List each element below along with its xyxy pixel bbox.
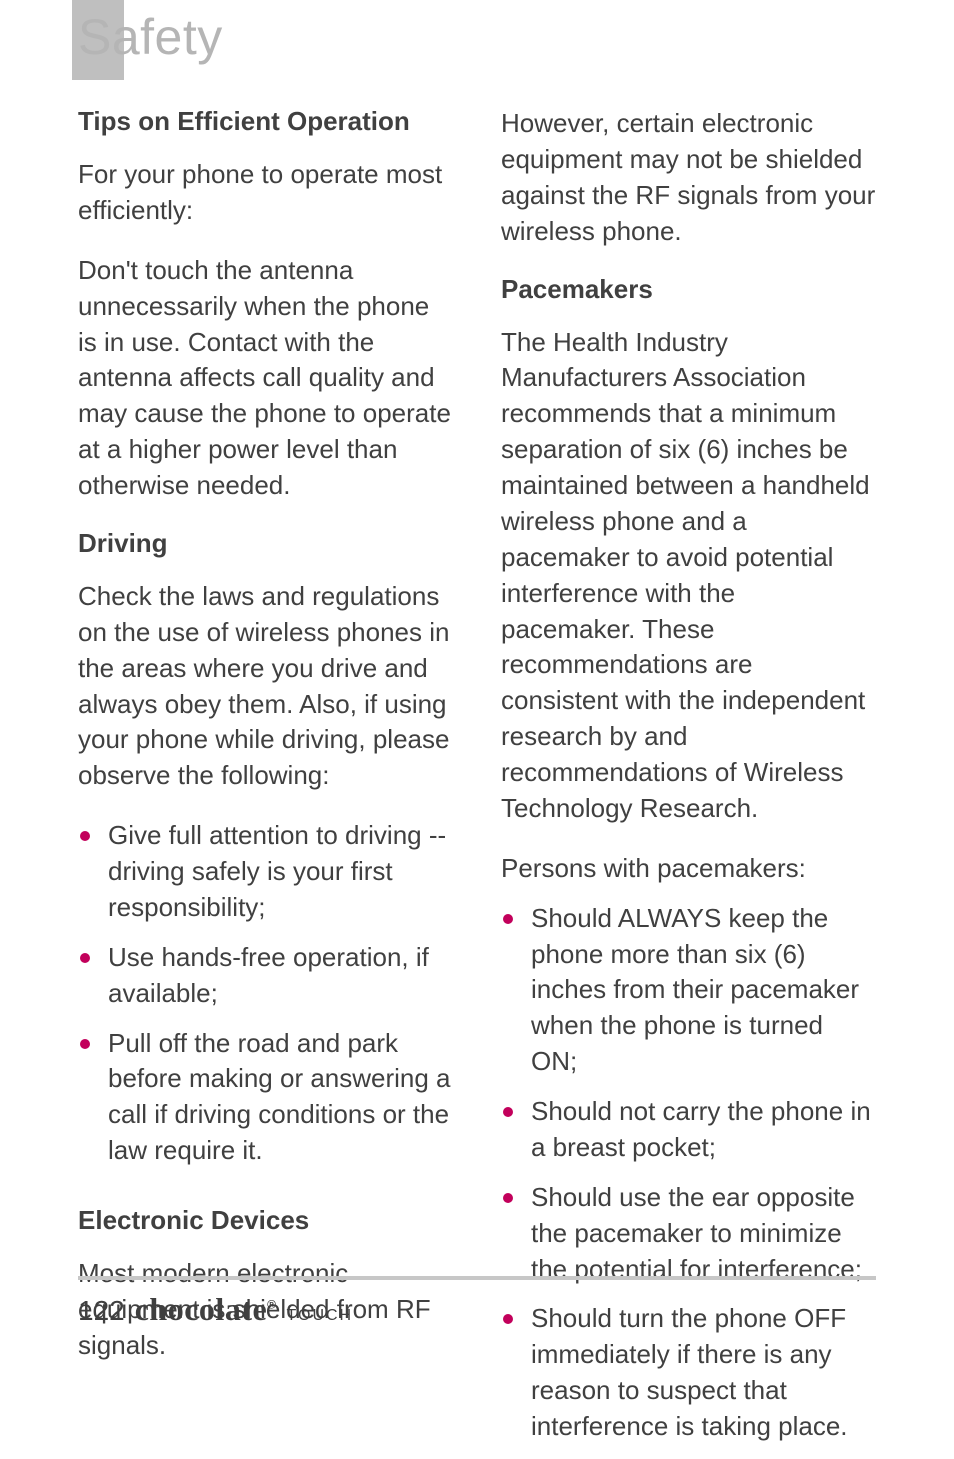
list-item: Should not carry the phone in a breast p… [501, 1094, 876, 1166]
list-item: Should ALWAYS keep the phone more than s… [501, 901, 876, 1080]
brand-sub: TOUCH [287, 1307, 354, 1325]
heading-tips: Tips on Efficient Operation [78, 106, 453, 137]
brand-text: chocolate [135, 1291, 267, 1327]
left-column: Tips on Efficient Operation For your pho… [78, 106, 453, 1262]
brand-reg: ® [267, 1297, 276, 1311]
content-area: Tips on Efficient Operation For your pho… [78, 106, 876, 1262]
list-item: Should turn the phone OFF immediately if… [501, 1301, 876, 1445]
list-item: Give full attention to driving -- drivin… [78, 818, 453, 926]
right-column: However, certain electronic equipment ma… [501, 106, 876, 1262]
driving-list: Give full attention to driving -- drivin… [78, 818, 453, 1183]
para-however: However, certain electronic equipment ma… [501, 106, 876, 250]
para-tips-intro: For your phone to operate most efficient… [78, 157, 453, 229]
heading-electronic: Electronic Devices [78, 1205, 453, 1236]
list-item: Pull off the road and park before making… [78, 1026, 453, 1170]
para-persons: Persons with pacemakers: [501, 851, 876, 887]
pacemaker-list: Should ALWAYS keep the phone more than s… [501, 901, 876, 1459]
para-pacemakers-body: The Health Industry Manufacturers Associ… [501, 325, 876, 827]
brand-logo: chocolate® [135, 1291, 277, 1328]
list-item: Use hands-free operation, if available; [78, 940, 453, 1012]
heading-pacemakers: Pacemakers [501, 274, 876, 305]
footer: 122 chocolate® TOUCH [78, 1291, 353, 1328]
para-driving-intro: Check the laws and regulations on the us… [78, 579, 453, 794]
para-antenna: Don't touch the antenna unnecessarily wh… [78, 253, 453, 504]
footer-rule [78, 1276, 876, 1280]
list-item: Should use the ear opposite the pacemake… [501, 1180, 876, 1288]
page-title: Safety [78, 8, 223, 66]
page-number: 122 [78, 1295, 125, 1327]
heading-driving: Driving [78, 528, 453, 559]
